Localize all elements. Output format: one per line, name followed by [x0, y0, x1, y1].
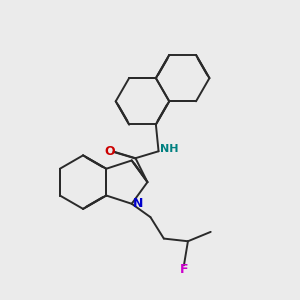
Text: F: F [180, 263, 188, 276]
Text: N: N [133, 197, 143, 210]
Text: NH: NH [160, 144, 178, 154]
Text: O: O [104, 145, 115, 158]
